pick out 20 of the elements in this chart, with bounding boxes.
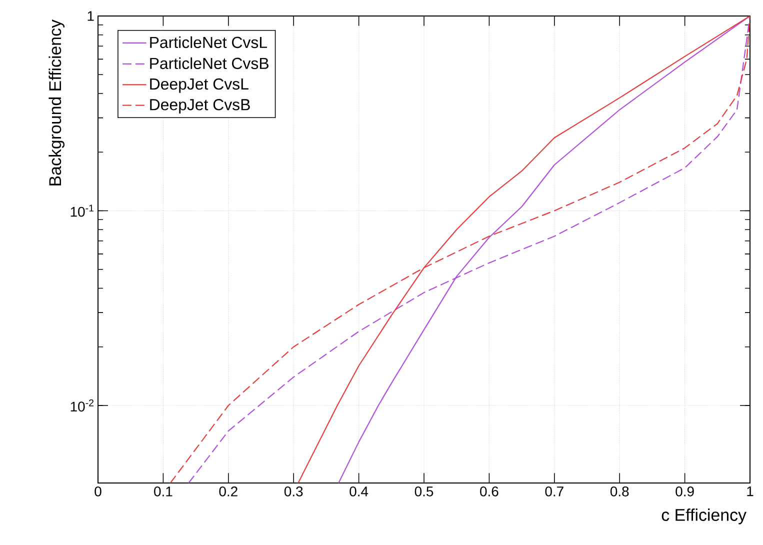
y-tick-label: 10$^{-1}$ [70,204,94,217]
y-tick-label: 10$^{-2}$ [70,399,94,412]
legend-label: DeepJet CvsL [150,78,248,93]
legend-label: DeepJet CvsB [150,99,250,114]
y-tick-label: 1 [88,11,94,21]
x-tick-label: 0.8 [610,486,629,496]
x-tick-label: 0.6 [480,486,498,496]
x-tick-label: 0.4 [350,486,368,496]
legend-label: ParticleNet CvsB [150,57,268,70]
x-tick-label: 0.7 [545,486,564,496]
x-tick-label: 0.1 [154,486,172,496]
legend-label: ParticleNet CvsL [150,36,267,48]
x-axis-title: c Efficiency [662,508,746,524]
x-tick-label: 0.5 [414,486,434,496]
x-tick-label: 0 [94,486,102,496]
x-tick-label: 1 [747,486,754,496]
x-tick-label: 0.3 [284,486,303,496]
x-tick-label: 0.2 [219,486,238,496]
y-axis-title: Background Efficiency [48,20,64,186]
x-tick-label: 0.9 [676,486,694,496]
